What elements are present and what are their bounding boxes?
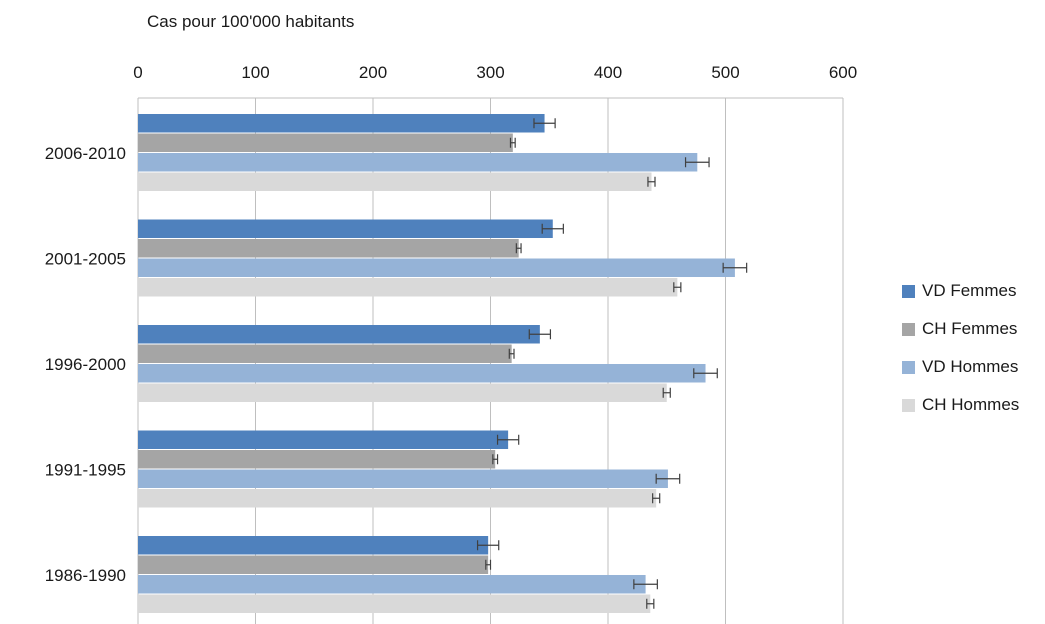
- legend-swatch: [902, 285, 915, 298]
- legend-item-ch-hommes: CH Hommes: [902, 395, 1019, 415]
- bar-ch-femmes: [138, 556, 488, 575]
- category-label: 2001-2005: [45, 250, 126, 269]
- legend-label: CH Femmes: [922, 319, 1017, 339]
- bar-ch-femmes: [138, 450, 495, 469]
- legend-swatch: [902, 323, 915, 336]
- x-tick-label: 600: [829, 63, 857, 82]
- x-tick-label: 0: [133, 63, 142, 82]
- category-label: 1991-1995: [45, 461, 126, 480]
- bars: [138, 114, 735, 613]
- legend-label: VD Femmes: [922, 281, 1016, 301]
- legend-swatch: [902, 361, 915, 374]
- category-label: 2006-2010: [45, 144, 126, 163]
- bar-vd-femmes: [138, 431, 508, 450]
- bar-vd-femmes: [138, 220, 553, 239]
- legend-item-vd-hommes: VD Hommes: [902, 357, 1019, 377]
- category-label: 1996-2000: [45, 355, 126, 374]
- bar-ch-femmes: [138, 239, 519, 258]
- x-axis-tick-labels: 0 100 200 300 400 500 600: [133, 63, 857, 82]
- bar-vd-hommes: [138, 364, 706, 383]
- legend-item-vd-femmes: VD Femmes: [902, 281, 1019, 301]
- legend: VD Femmes CH Femmes VD Hommes CH Hommes: [902, 281, 1019, 433]
- bar-vd-femmes: [138, 114, 545, 133]
- bar-vd-hommes: [138, 575, 646, 594]
- bar-ch-hommes: [138, 278, 677, 297]
- x-tick-label: 500: [711, 63, 739, 82]
- bar-vd-femmes: [138, 325, 540, 344]
- bar-ch-hommes: [138, 384, 667, 403]
- category-label: 1986-1990: [45, 566, 126, 585]
- x-tick-label: 100: [241, 63, 269, 82]
- bar-vd-hommes: [138, 470, 668, 489]
- bar-ch-hommes: [138, 489, 656, 508]
- x-tick-label: 400: [594, 63, 622, 82]
- x-tick-label: 200: [359, 63, 387, 82]
- bar-vd-hommes: [138, 259, 735, 278]
- bar-ch-hommes: [138, 173, 651, 192]
- error-bars: [478, 118, 747, 609]
- x-tick-label: 300: [476, 63, 504, 82]
- legend-label: CH Hommes: [922, 395, 1019, 415]
- legend-item-ch-femmes: CH Femmes: [902, 319, 1019, 339]
- bar-vd-hommes: [138, 153, 697, 172]
- legend-swatch: [902, 399, 915, 412]
- bar-ch-femmes: [138, 134, 513, 153]
- bar-vd-femmes: [138, 536, 488, 555]
- legend-label: VD Hommes: [922, 357, 1018, 377]
- category-labels: 2006-2010 2001-2005 1996-2000 1991-1995 1986…: [45, 144, 126, 585]
- bar-ch-femmes: [138, 345, 512, 364]
- bar-ch-hommes: [138, 595, 650, 614]
